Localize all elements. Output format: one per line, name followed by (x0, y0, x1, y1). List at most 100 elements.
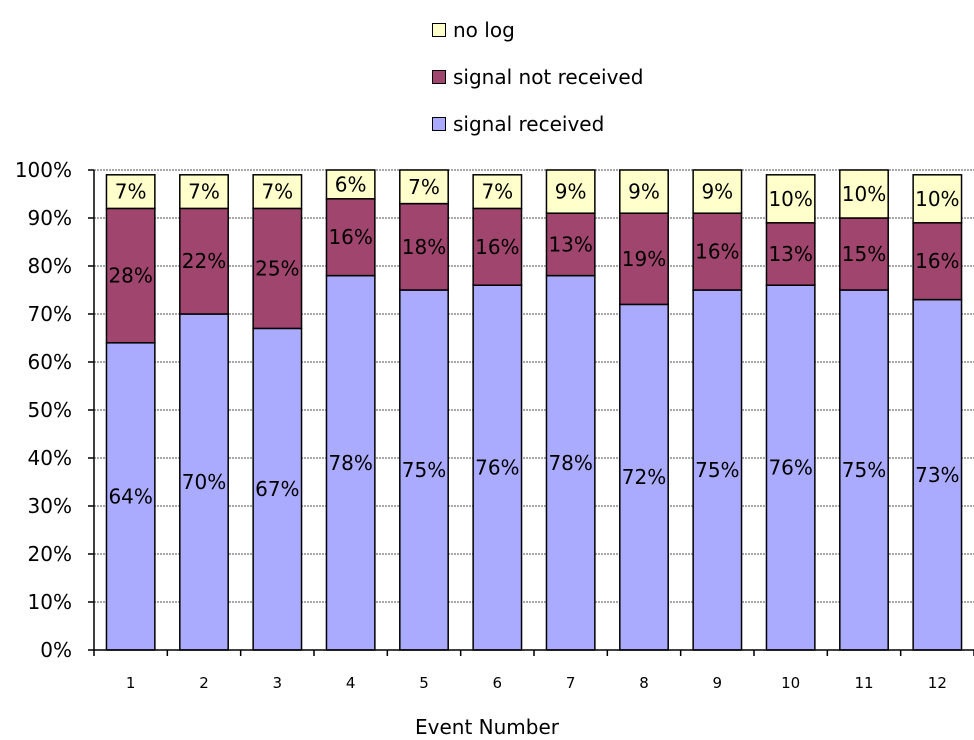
data-label: 13% (768, 242, 812, 266)
legend-swatch-signal-received (432, 116, 446, 131)
data-label: 22% (182, 249, 226, 273)
x-tick-label: 8 (639, 674, 649, 692)
y-tick-label: 0% (40, 638, 72, 662)
data-label: 73% (915, 463, 959, 487)
data-label: 19% (622, 247, 666, 271)
x-tick-label: 9 (713, 674, 723, 692)
data-label: 10% (842, 182, 886, 206)
legend-item-no-log: no log (432, 6, 643, 53)
y-tick-label: 50% (28, 398, 72, 422)
x-tick-label: 1 (126, 674, 136, 692)
data-label: 9% (701, 180, 733, 204)
x-tick-labels: 1 2 3 4 5 6 7 8 9 10 11 12 (126, 674, 947, 692)
y-tick-label: 60% (28, 350, 72, 374)
bar-segment (839, 289, 889, 651)
legend-swatch-signal-not-received (432, 69, 446, 84)
data-label: 10% (915, 187, 959, 211)
data-label: 7% (481, 180, 513, 204)
data-label: 72% (622, 465, 666, 489)
bar-segment (252, 327, 303, 651)
bar-segment (545, 169, 596, 214)
bar-segment (839, 217, 889, 291)
bar-segment (765, 174, 816, 224)
legend-item-signal-not-received: signal not received (432, 53, 643, 100)
data-label: 75% (842, 458, 886, 482)
y-tick-labels: 0% 10% 20% 30% 40% 50% 60% 70% 80% 90% 100% (15, 158, 72, 662)
data-label: 18% (402, 235, 446, 259)
data-label: 70% (182, 470, 226, 494)
gridlines (94, 169, 974, 603)
bar-segment (179, 207, 229, 315)
axes (88, 169, 974, 656)
bar-segment (399, 289, 449, 651)
data-label: 13% (548, 232, 592, 256)
data-label: 78% (328, 451, 372, 475)
x-tick-label: 6 (493, 674, 503, 692)
x-tick-label: 12 (928, 674, 947, 692)
y-tick-label: 90% (28, 206, 72, 230)
data-label: 75% (402, 458, 446, 482)
data-label: 16% (328, 225, 372, 249)
data-label: 28% (108, 264, 152, 288)
legend-label-signal-not-received: signal not received (453, 64, 644, 89)
x-tick-label: 3 (273, 674, 283, 692)
data-label: 16% (695, 240, 739, 264)
y-tick-label: 30% (28, 494, 72, 518)
legend-label-no-log: no log (453, 17, 515, 42)
bar-segment (179, 313, 229, 651)
bar-segment (399, 202, 449, 291)
bar-segment (105, 207, 156, 344)
bar-segment (399, 169, 449, 205)
legend-item-signal-received: signal received (432, 100, 643, 147)
legend-label-signal-received: signal received (453, 111, 605, 136)
bar-segment (912, 222, 963, 301)
data-label: 76% (768, 456, 812, 480)
data-label: 16% (915, 249, 959, 273)
bar-segment (472, 174, 523, 210)
data-label: 15% (842, 242, 886, 266)
bar-segment (325, 198, 376, 277)
bar-segment (839, 169, 889, 219)
data-label: 7% (115, 180, 147, 204)
data-label: 7% (408, 175, 440, 199)
data-label: 7% (261, 180, 293, 204)
bar-segment (619, 303, 669, 651)
x-tick-label: 11 (854, 674, 873, 692)
y-tick-label: 40% (28, 446, 72, 470)
data-label: 75% (695, 458, 739, 482)
data-label: 64% (108, 484, 152, 508)
bar-segment (179, 174, 229, 210)
y-tick-label: 10% (28, 590, 72, 614)
data-label: 7% (188, 180, 220, 204)
y-tick-label: 80% (28, 254, 72, 278)
data-label: 25% (255, 256, 299, 280)
x-tick-label: 10 (781, 674, 800, 692)
data-label: 9% (555, 180, 587, 204)
x-tick-label: 2 (199, 674, 209, 692)
data-label: 16% (475, 235, 519, 259)
y-tick-label: 100% (15, 158, 72, 182)
bar-segment (252, 207, 303, 330)
data-label: 9% (628, 180, 660, 204)
bar-segment (252, 174, 303, 210)
data-label: 78% (548, 451, 592, 475)
bar-segment (105, 342, 156, 651)
bar-segment (325, 169, 376, 200)
data-label: 6% (335, 172, 367, 196)
y-tick-label: 20% (28, 542, 72, 566)
bar-segment (619, 169, 669, 214)
x-axis-label: Event Number (415, 715, 559, 739)
x-tick-label: 4 (346, 674, 356, 692)
legend: no log signal not received signal receiv… (432, 6, 643, 147)
bar-segment (692, 169, 743, 214)
data-label: 10% (768, 187, 812, 211)
legend-swatch-no-log (432, 22, 446, 37)
x-tick-label: 7 (566, 674, 576, 692)
bar-segment (692, 212, 743, 291)
x-tick-label: 5 (419, 674, 429, 692)
bars: 64% 28% 7% 70% 22% 7% 67% 25% 7% 78% 16% 6% 75% 18% 7%… (105, 169, 963, 651)
y-tick-label: 70% (28, 302, 72, 326)
data-label: 67% (255, 477, 299, 501)
bar-segment (472, 207, 523, 286)
